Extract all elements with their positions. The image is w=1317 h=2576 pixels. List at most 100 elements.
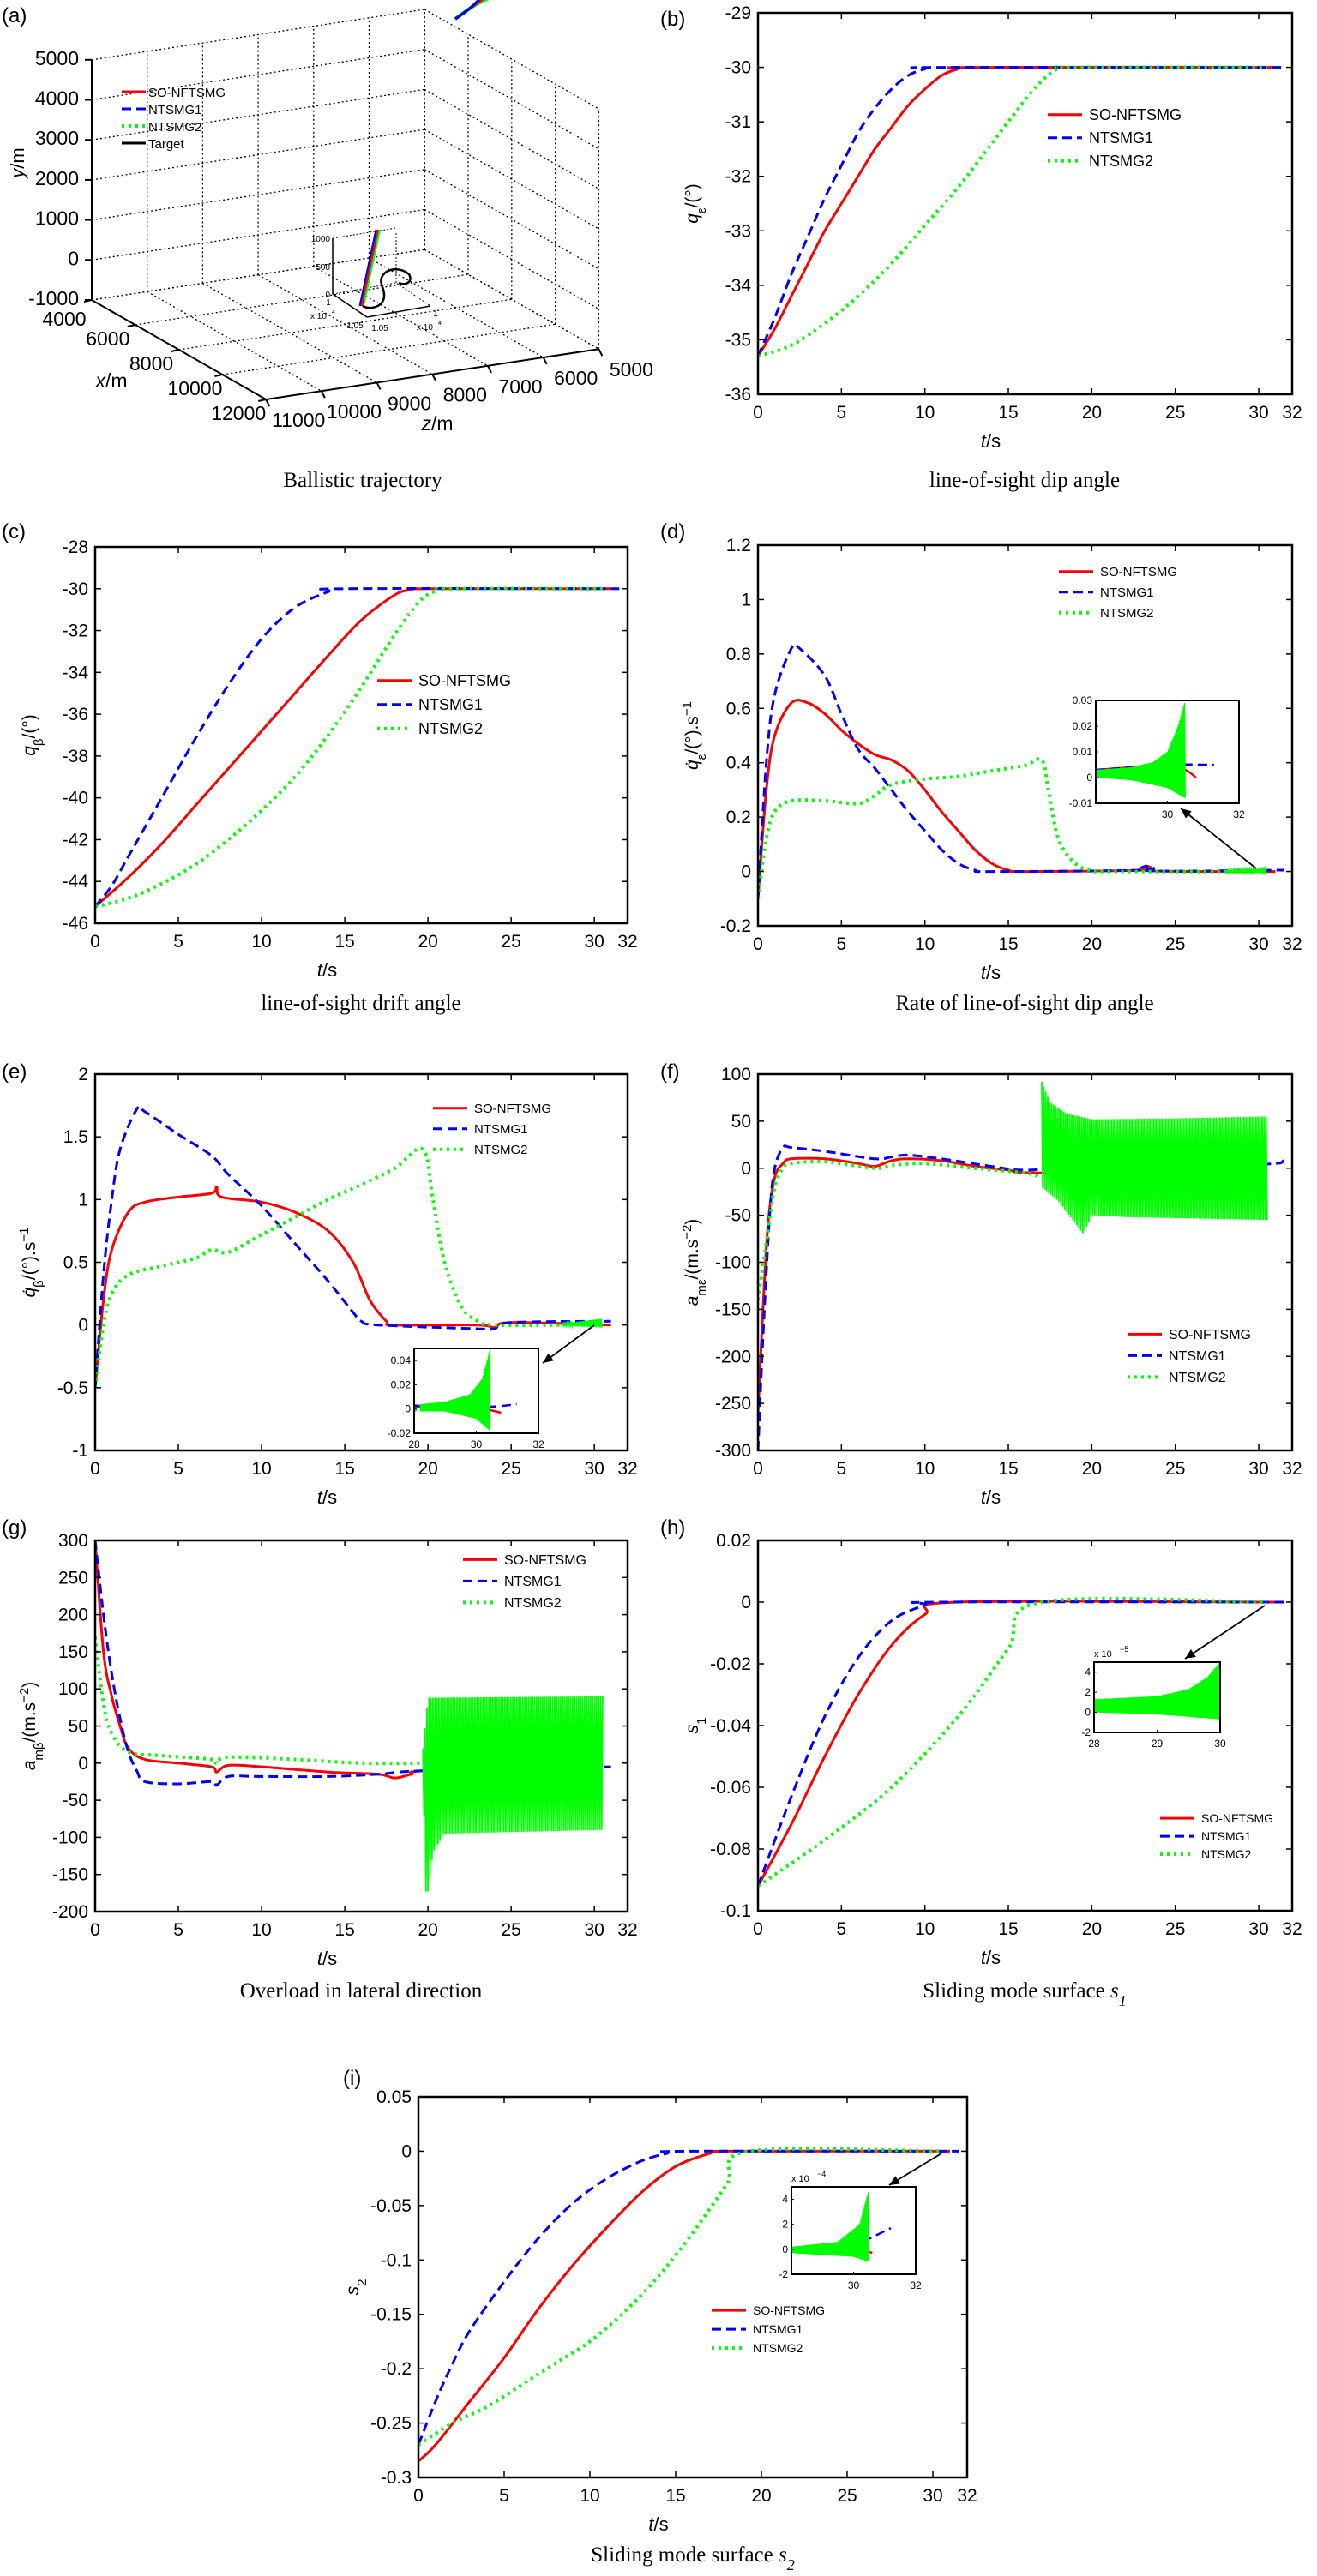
z-tick-label: 8000 bbox=[443, 384, 487, 406]
legend-label: NTSMG1 bbox=[1201, 1829, 1252, 1843]
x-tick-label: 30 bbox=[585, 1920, 604, 1940]
x-axis-label-part: t bbox=[317, 1486, 323, 1508]
x-tick-label: 25 bbox=[1165, 403, 1185, 423]
caption-part: s bbox=[1110, 1979, 1119, 2003]
x-tick-label: 0 bbox=[753, 403, 763, 423]
y-tick-label: -200 bbox=[715, 1347, 751, 1366]
x-tick-label: 30 bbox=[1248, 403, 1268, 423]
y-tick-label: 1.2 bbox=[726, 536, 751, 555]
inset-z-axis bbox=[366, 305, 431, 318]
trajectory-ntsmg2 bbox=[454, 0, 489, 21]
legend-label: SO-NFTSMG bbox=[1169, 1328, 1251, 1342]
caption-part: Overload in lateral direction bbox=[240, 1979, 483, 2003]
y-tick-label: -1000 bbox=[28, 287, 79, 309]
y-axis-label-part: ) bbox=[20, 1682, 39, 1688]
inset-oscillation-ntsmg2 bbox=[1096, 702, 1186, 798]
x-tick-label: 25 bbox=[501, 1459, 520, 1479]
caption: Overload in lateral direction bbox=[240, 1979, 483, 2003]
grid-line bbox=[424, 169, 599, 270]
inset-arrow-head bbox=[543, 1353, 554, 1363]
y-tick-label: -28 bbox=[63, 537, 88, 557]
inset-x-tick-label: 30 bbox=[848, 2279, 860, 2291]
x-tick-label: 15 bbox=[998, 1919, 1018, 1939]
plot-area bbox=[418, 2147, 959, 2463]
series-line-so-nftsmg bbox=[758, 65, 1276, 357]
legend-item: SO-NFTSMG bbox=[712, 2303, 825, 2317]
grid-line bbox=[91, 169, 425, 221]
y-tick-label: -0.02 bbox=[710, 1654, 751, 1674]
inset-plot bbox=[1094, 1661, 1220, 1720]
x-tick-label: 5 bbox=[173, 1459, 183, 1479]
x-tick-label: 10 bbox=[915, 1919, 935, 1939]
x-tick-label: 30 bbox=[1248, 1459, 1268, 1479]
inset-y-tick-label: -2 bbox=[1081, 1726, 1091, 1738]
caption-part: 1 bbox=[1119, 1992, 1127, 2009]
inset: 28 30 32 -0.02 0 0.02 0.04 bbox=[388, 1348, 544, 1450]
axes-frame bbox=[93, 1072, 629, 1452]
legend-label: NTSMG1 bbox=[1100, 585, 1154, 600]
inset-trajectory-ntsmg1 bbox=[358, 229, 378, 307]
legend-item: SO-NFTSMG bbox=[1128, 1328, 1251, 1342]
y-axis-label: q̇β/(°).s−1 bbox=[17, 1228, 46, 1298]
x-axis-label-part: /s bbox=[986, 430, 1001, 452]
axes-frame bbox=[756, 11, 1294, 396]
legend-item: NTSMG2 bbox=[122, 120, 202, 135]
grid-line bbox=[91, 49, 425, 101]
x-tick bbox=[127, 324, 136, 327]
inset-multiplier-exponent: 4 bbox=[332, 309, 335, 315]
caption: Sliding mode surface s2 bbox=[591, 2543, 794, 2573]
y-axis-label: qε/(°) bbox=[683, 183, 709, 224]
x-tick-label: 0 bbox=[753, 1919, 763, 1939]
x-tick-label: 5 bbox=[837, 1919, 847, 1939]
x-tick-label: 5 bbox=[837, 403, 847, 423]
y-axis-label-part: s bbox=[343, 2285, 363, 2295]
z-tick-label: 10000 bbox=[327, 400, 382, 423]
y-tick-label: 0 bbox=[78, 1316, 88, 1336]
legend-label: NTSMG1 bbox=[148, 103, 202, 117]
z-tick bbox=[431, 374, 437, 382]
y-tick-label: 5000 bbox=[35, 47, 79, 69]
y-axis-label-part: −1 bbox=[17, 1228, 32, 1242]
y-axis-label-part: 2 bbox=[355, 2279, 370, 2286]
legend-label: NTSMG1 bbox=[1089, 129, 1153, 147]
inset-y-tick-label: 0 bbox=[1086, 772, 1092, 784]
inset-y-tick-label: 0.02 bbox=[1073, 720, 1093, 732]
x-axis-label-part: t bbox=[317, 1948, 323, 1969]
x-tick-label: 32 bbox=[617, 932, 637, 952]
panel-label: (h) bbox=[660, 1516, 685, 1540]
y-axis-label: amε/(m.s−2) bbox=[680, 1219, 709, 1306]
inset-arrow bbox=[542, 1324, 595, 1364]
y-axis-label-part: ) bbox=[683, 1219, 702, 1225]
inset-x-tick-label: 32 bbox=[910, 2279, 922, 2291]
series-line-ntsmg2 bbox=[758, 1159, 1043, 1300]
x-tick-label: 20 bbox=[1082, 1459, 1102, 1479]
x-tick-label: 10 bbox=[251, 1459, 271, 1479]
legend-label: NTSMG2 bbox=[504, 1596, 562, 1611]
x-tick-label: 8000 bbox=[129, 352, 173, 375]
legend-item: NTSMG2 bbox=[433, 1143, 528, 1157]
x-tick-label: 32 bbox=[1282, 1459, 1302, 1479]
legend-item: NTSMG1 bbox=[377, 696, 483, 713]
series-line-so-nftsmg bbox=[95, 1540, 595, 1780]
inset-series-ntsmg1 bbox=[414, 1402, 517, 1409]
legend-label: NTSMG2 bbox=[753, 2341, 803, 2355]
y-tick-label: -46 bbox=[63, 914, 88, 934]
y-axis-label-part: /m bbox=[7, 147, 28, 168]
panel-label: (d) bbox=[660, 520, 685, 543]
inset-x-tick-label: 1 bbox=[326, 298, 331, 308]
y-tick-label: 200 bbox=[58, 1606, 88, 1625]
legend-item: NTSMG1 bbox=[1048, 129, 1153, 147]
inset-trajectory-so-nftsmg bbox=[360, 229, 380, 307]
inset-x-tick-label: 30 bbox=[1214, 1738, 1226, 1750]
caption-part: Sliding mode surface bbox=[591, 2543, 779, 2567]
series-line-ntsmg1 bbox=[758, 1600, 1284, 1887]
x-tick-label: 20 bbox=[1082, 403, 1102, 423]
x-tick bbox=[257, 399, 267, 402]
y-tick-label: 1 bbox=[741, 590, 751, 609]
legend-label: NTSMG1 bbox=[753, 2322, 803, 2336]
legend-label: NTSMG2 bbox=[1201, 1847, 1252, 1861]
x-tick-label: 15 bbox=[665, 2486, 685, 2506]
legend-label: NTSMG1 bbox=[418, 696, 483, 713]
series-line-ntsmg1 bbox=[95, 587, 620, 908]
